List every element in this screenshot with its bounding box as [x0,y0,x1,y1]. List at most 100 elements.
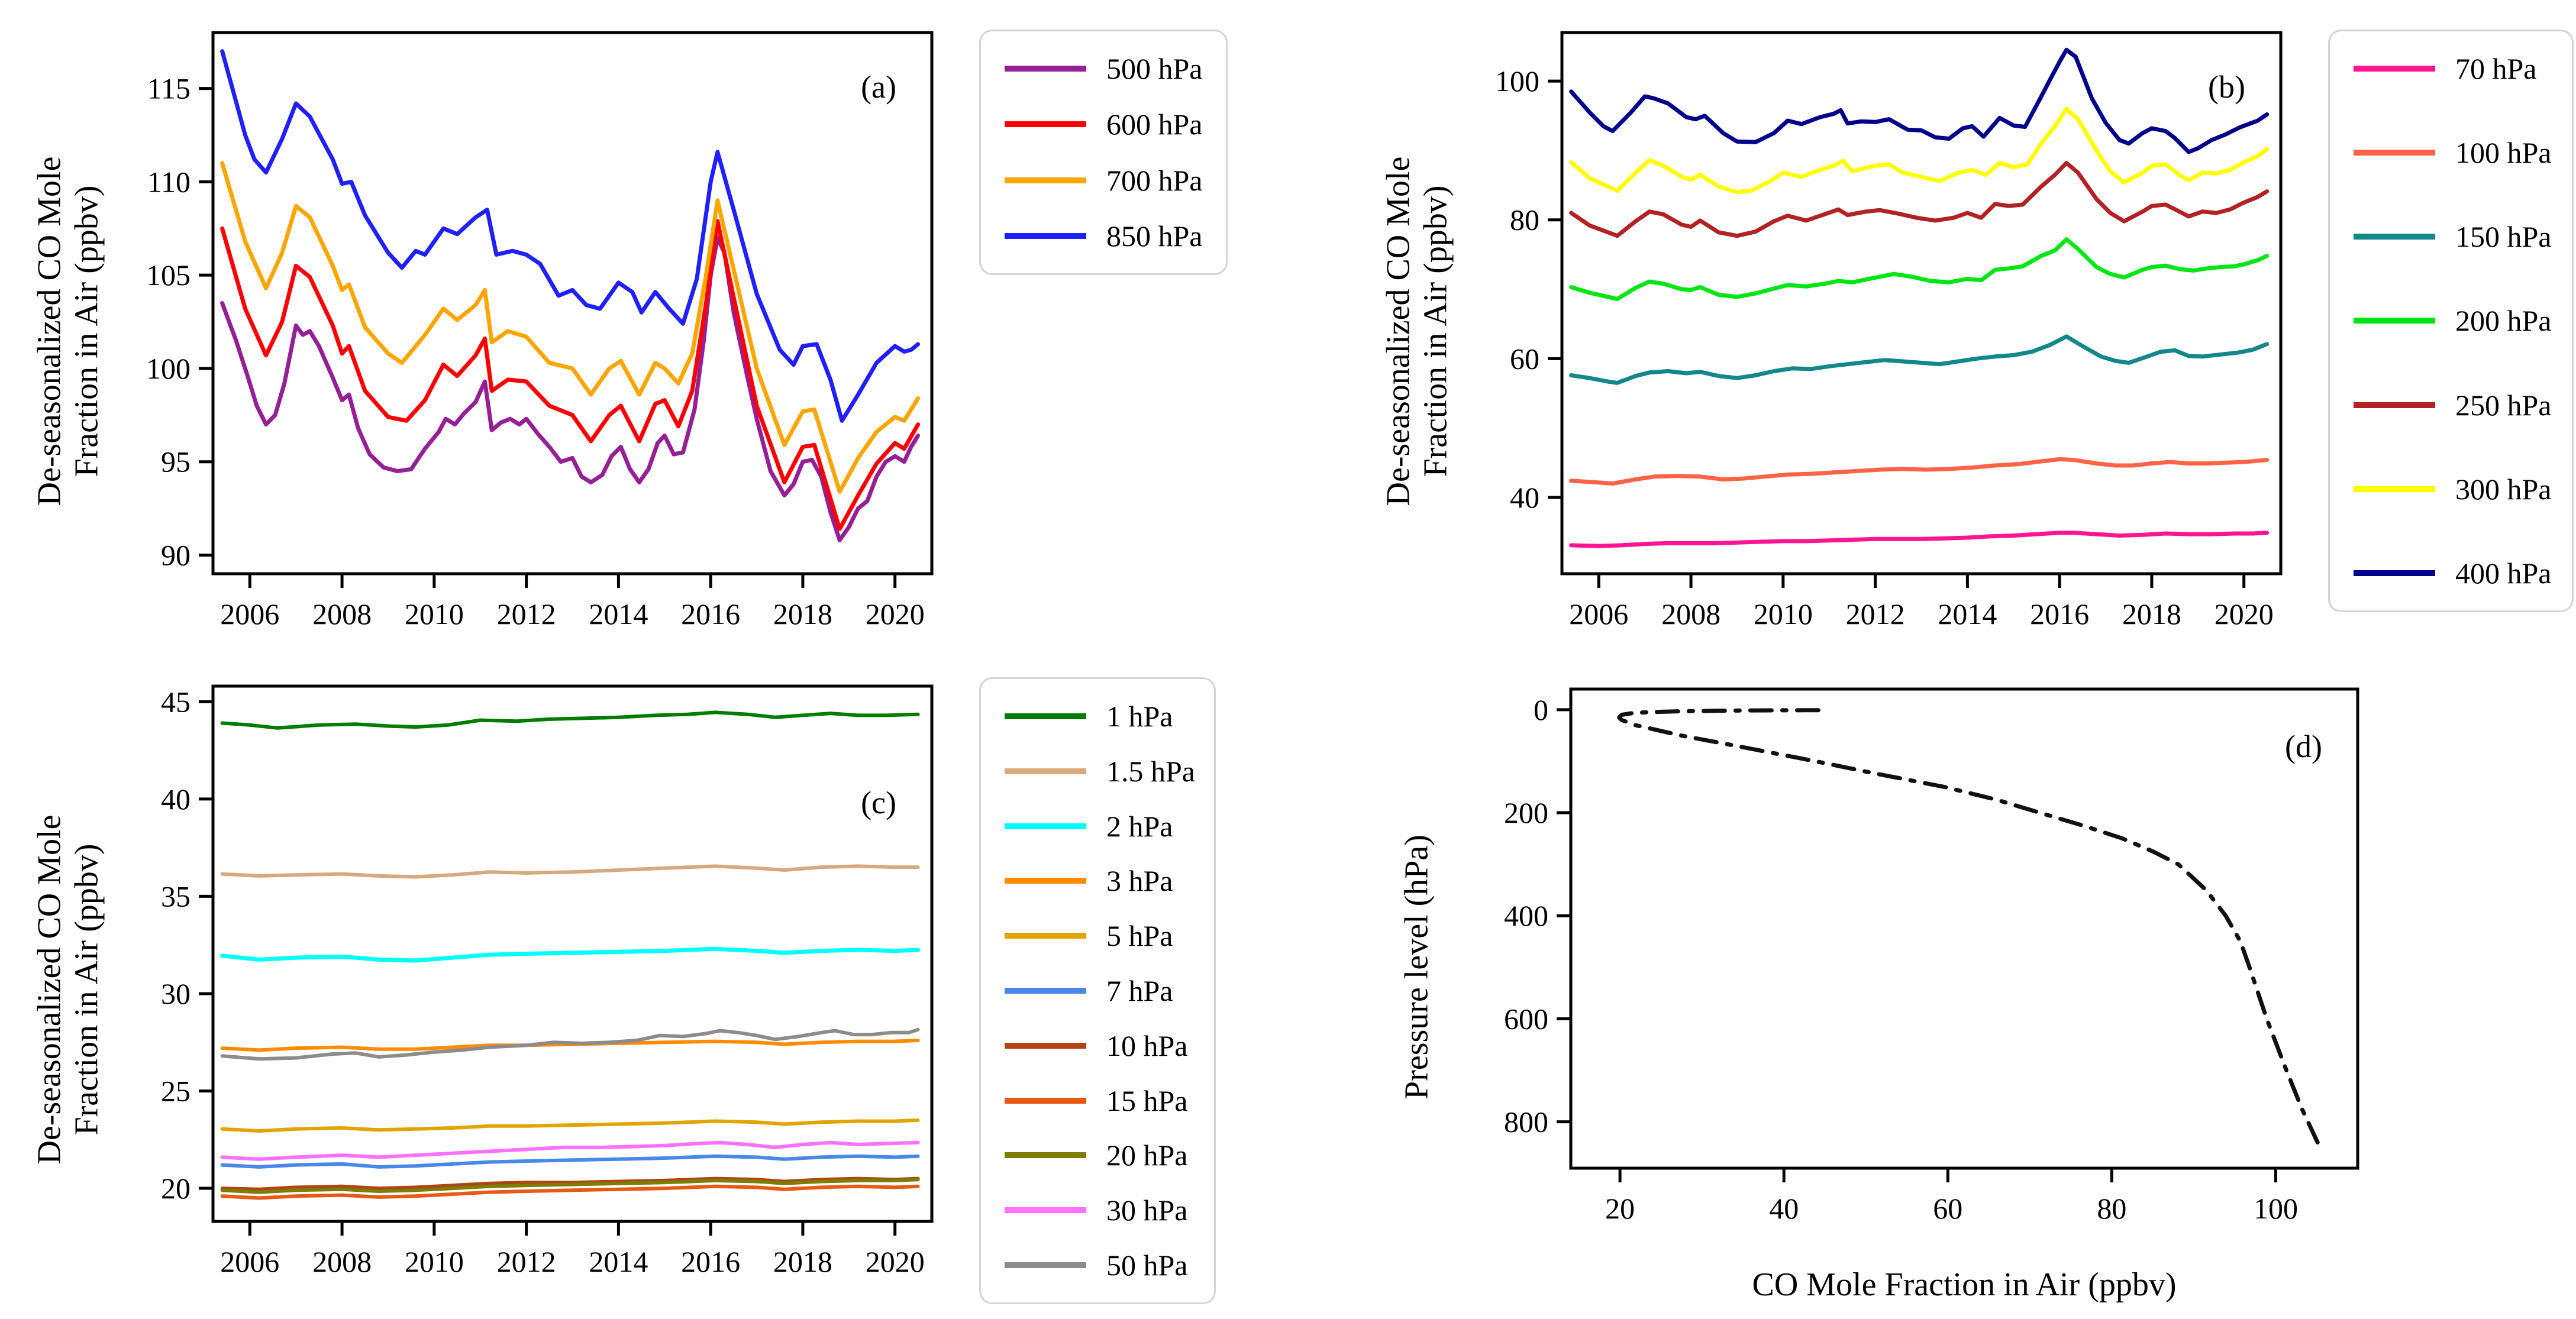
y-tick-label: 80 [1510,203,1539,237]
x-tick-label: 2020 [2215,597,2274,631]
legend-item: 100 hPa [2354,135,2552,170]
legend-label: 10 hPa [1106,1029,1188,1062]
legend-label: 30 hPa [1106,1194,1188,1227]
legend-item: 5 hPa [1005,919,1190,953]
legend-swatch [2354,486,2435,492]
ylabel-line2: Fraction in Air (ppbv) [68,185,105,477]
y-tick-label: 60 [1510,342,1539,375]
panel-d-plot: 20 40 60 80 100 0 200 400 600 800 (d) CO Mole Fract… [1504,687,2359,1303]
legend-label: 50 hPa [1106,1248,1188,1282]
panel-letter: (c) [861,785,896,820]
axes-spines [211,31,934,576]
legend-swatch [2354,570,2435,576]
ylabel-line1: De-seasonalized CO Mole [31,814,68,1164]
y-tick-label: 100 [1495,64,1539,98]
legend-label: 2 hPa [1106,809,1173,843]
series-line [220,161,921,494]
panel-a: De-seasonalized CO Mole Fraction in Air … [24,18,1231,645]
y-tick-label: 30 [161,977,191,1010]
panel-a-legend: 500 hPa 600 hPa 700 hPa 850 hPa [979,30,1228,275]
x-tick-label: 80 [2097,1192,2126,1225]
series-line [220,1154,920,1169]
axes-spines [1569,687,2359,1170]
legend-label: 1.5 hPa [1106,754,1195,788]
panel-d-y-axis-label: Pressure level (hPa) [1399,835,1436,1100]
x-tick-label: 2018 [773,597,832,631]
legend-label: 100 hPa [2455,136,2552,170]
panel-c-ylabel-wrap: De-seasonalized CO Mole Fraction in Air … [24,671,112,1307]
y-tick-label: 115 [147,72,191,105]
legend-label: 200 hPa [2455,304,2552,338]
legend-swatch [1005,878,1086,884]
panel-c-plot: 2006 2008 2010 2012 2014 2016 2018 202020253035… [161,684,934,1278]
y-tick-label: 35 [161,880,191,913]
x-tick-label: 2008 [312,1245,372,1278]
x-axis-label: CO Mole Fraction in Air (ppbv) [1752,1266,2176,1303]
panel-c: De-seasonalized CO Mole Fraction in Air … [24,671,1231,1313]
y-tick-label: 45 [161,685,191,718]
y-tick-label: 95 [161,445,191,479]
legend-item: 1 hPa [1005,699,1190,733]
legend-label: 400 hPa [2455,556,2552,590]
series-line [220,219,921,531]
axes-spines [1560,31,2283,576]
panel-c-y-axis-label: De-seasonalized CO Mole Fraction in Air … [31,814,105,1164]
y-tick-label: 90 [161,538,191,571]
legend-label: 5 hPa [1106,919,1173,953]
y-tick-label: 40 [1510,481,1539,514]
legend-item: 200 hPa [2354,303,2552,338]
x-tick-label: 20 [1605,1192,1635,1225]
y-tick-label: 20 [161,1172,191,1205]
x-tick-label: 2010 [405,1245,464,1278]
legend-swatch [1005,1097,1086,1104]
series-line [220,946,921,963]
legend-swatch [1005,1207,1086,1214]
legend-swatch [2354,318,2435,324]
x-tick-label: 2014 [589,597,648,631]
series-line [1569,161,2270,238]
legend-swatch [1005,933,1086,939]
legend-item: 600 hPa [1005,107,1203,141]
legend-item: 2 hPa [1005,809,1190,843]
x-tick-label: 2010 [405,597,464,631]
y-tick-label: 25 [161,1075,191,1108]
legend-item: 70 hPa [2354,51,2548,86]
legend-label: 700 hPa [1106,163,1203,197]
x-tick-label: 2018 [2122,597,2181,631]
legend-swatch [2354,66,2435,72]
y-tick-label: 100 [146,352,191,385]
series-line [220,49,921,423]
ylabel-line1: Pressure level (hPa) [1398,835,1435,1100]
series-line [220,1184,920,1200]
x-tick-label: 2020 [866,1245,925,1278]
legend-label: 500 hPa [1106,52,1203,85]
series-line [220,1178,920,1194]
x-tick-label: 2012 [497,1245,556,1278]
series-line [220,710,920,730]
ylabel-line2: Fraction in Air (ppbv) [68,843,105,1136]
legend-label: 7 hPa [1106,974,1173,1007]
legend-item: 1.5 hPa [1005,754,1195,788]
x-tick-label: 2018 [773,1245,832,1278]
legend-item: 30 hPa [1005,1193,1190,1227]
series-line [220,864,920,879]
legend-swatch [2354,402,2435,408]
legend-item: 150 hPa [2354,219,2552,254]
legend-item: 300 hPa [2354,472,2552,506]
panel-letter: (b) [2208,69,2245,105]
legend-swatch [1005,987,1086,994]
legend-swatch [1005,713,1086,719]
legend-label: 300 hPa [2455,472,2552,506]
panel-b-plot: 2006 2008 2010 2012 2014 2016 2018 2020 40 60 80 10… [1495,31,2283,631]
legend-item: 10 hPa [1005,1029,1190,1063]
panel-letter: (d) [2285,729,2322,764]
series-line [1617,708,2322,1150]
x-tick-label: 2012 [1846,597,1905,631]
legend-swatch [1005,1152,1086,1159]
legend-swatch [1005,1262,1086,1268]
legend-item: 50 hPa [1005,1248,1190,1282]
y-tick-label: 0 [1534,693,1548,726]
legend-item: 700 hPa [1005,163,1203,198]
x-tick-label: 2010 [1754,597,1813,631]
axes-spines [211,684,934,1223]
